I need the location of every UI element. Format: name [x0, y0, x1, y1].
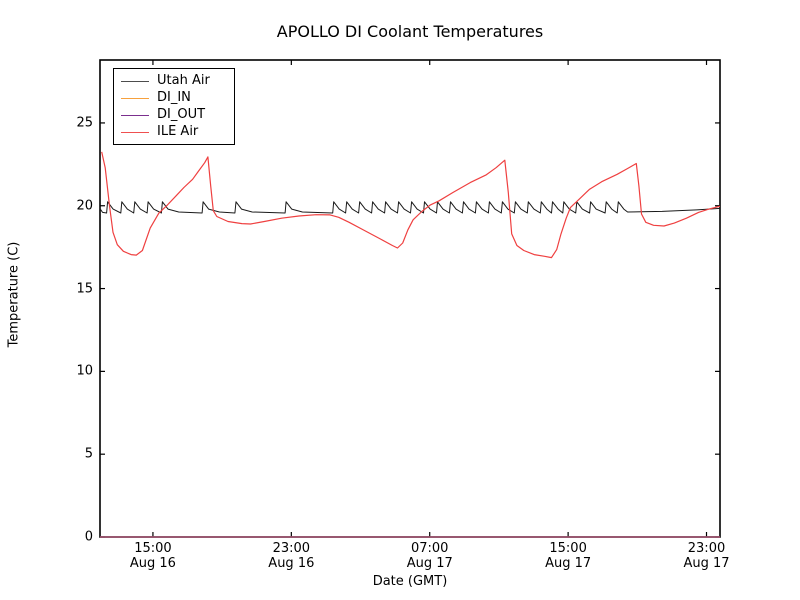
- y-tick-label: 0: [84, 529, 93, 545]
- y-tick-label: 15: [76, 281, 93, 297]
- x-tick-label: 15:00 Aug 17: [523, 541, 613, 571]
- x-tick-label: 15:00 Aug 16: [108, 541, 198, 571]
- x-tick-time: 23:00: [272, 541, 311, 556]
- legend-entry-ile-air: ILE Air: [121, 125, 226, 139]
- x-tick-date: Aug 17: [545, 556, 592, 571]
- chart-title: APOLLO DI Coolant Temperatures: [276, 22, 544, 41]
- ile-air-line-swatch: [121, 131, 149, 133]
- legend-entry-di-out: DI_OUT: [121, 108, 226, 122]
- legend-entry-utah-air: Utah Air: [121, 74, 226, 88]
- x-tick-date: Aug 16: [268, 556, 315, 571]
- x-tick-time: 15:00: [134, 541, 172, 556]
- y-tick-label: 25: [76, 115, 93, 131]
- y-tick-label: 10: [76, 363, 93, 379]
- legend-label: Utah Air: [157, 73, 210, 88]
- legend-label: DI_IN: [157, 90, 191, 105]
- x-tick-date: Aug 16: [129, 556, 176, 571]
- x-tick-label: 23:00 Aug 17: [662, 541, 752, 571]
- x-tick-date: Aug 17: [406, 556, 453, 571]
- series-line-ile-air: [101, 151, 720, 259]
- y-tick-label: 20: [76, 198, 93, 214]
- x-tick-time: 15:00: [549, 541, 587, 556]
- utah-air-line-swatch: [121, 80, 149, 82]
- x-tick-date: Aug 17: [683, 556, 730, 571]
- series-line-utah-air: [100, 201, 720, 214]
- x-tick-time: 23:00: [687, 541, 726, 556]
- x-tick-label: 23:00 Aug 16: [246, 541, 336, 571]
- legend-label: DI_OUT: [157, 107, 206, 122]
- x-tick-label: 07:00 Aug 17: [385, 541, 475, 571]
- di-in-line-swatch: [121, 97, 149, 99]
- legend-label: ILE Air: [157, 124, 199, 139]
- x-axis-label: Date (GMT): [372, 574, 448, 589]
- legend: Utah Air DI_IN DI_OUT ILE Air: [113, 68, 235, 145]
- x-tick-time: 07:00: [410, 541, 449, 556]
- di-out-line-swatch: [121, 114, 149, 116]
- legend-entry-di-in: DI_IN: [121, 91, 226, 105]
- y-tick-label: 5: [84, 446, 93, 462]
